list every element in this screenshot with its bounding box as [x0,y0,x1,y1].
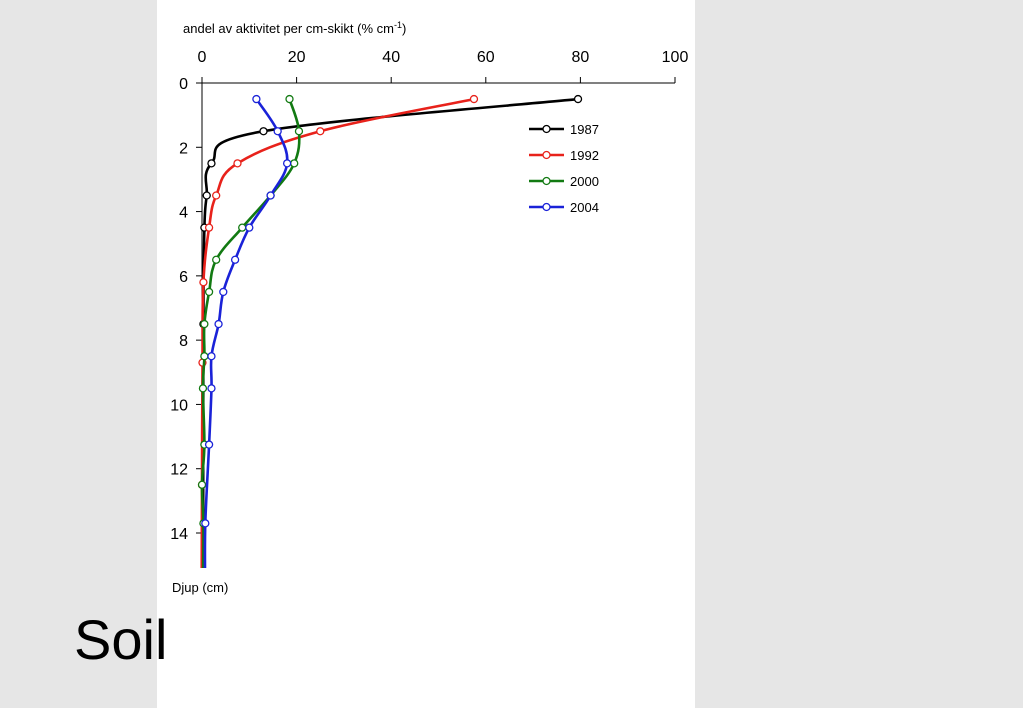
legend: 1987 1992 2000 2004 [529,122,599,215]
y-tick-label: 0 [179,76,188,93]
data-point [573,94,583,104]
data-point [212,255,221,264]
data-point [259,127,268,136]
data-point [197,480,207,489]
data-point [219,287,228,297]
y-tick-label: 8 [179,333,188,350]
data-point [266,191,275,200]
data-point [207,384,216,393]
data-point [285,94,294,104]
legend-item: 1987 [529,122,599,137]
data-point [201,519,210,528]
data-point [252,94,261,104]
data-point [233,159,242,168]
legend-item: 1992 [529,148,599,163]
series-line [200,97,475,568]
legend-marker [542,176,551,186]
x-tick-label: 0 [198,49,207,66]
data-point [273,127,282,136]
legend-label: 2004 [570,200,599,215]
series-line [203,98,289,568]
data-point [230,255,240,264]
data-point [200,352,209,361]
data-point [207,352,216,361]
legend-marker [542,150,551,160]
data-point [290,159,299,168]
y-tick-label: 14 [170,526,188,543]
slide-title: Soil [74,608,168,671]
x-tick-label: 80 [572,49,590,66]
axes: 0 20 40 60 80 100 0 2 4 6 8 10 12 14 [170,49,688,568]
x-tick-label: 60 [477,49,495,66]
data-point [282,159,292,168]
x-axis-title: andel av aktivitet per cm-skikt (% cm-1) [183,20,406,36]
data-point [204,223,214,232]
x-tick-label: 20 [288,49,306,66]
data-point [200,319,209,329]
y-tick-label: 10 [170,397,188,414]
y-tick-label: 12 [170,462,188,479]
legend-marker [542,202,551,212]
data-point [245,223,254,232]
data-point [198,384,208,393]
legend-item: 2004 [529,200,599,215]
y-tick-label: 2 [179,140,188,157]
y-tick-label: 6 [179,269,188,286]
data-point [238,223,247,232]
legend-label: 1992 [570,148,599,163]
series-layer [197,94,583,568]
data-point [469,94,479,104]
series-2004 [201,94,292,568]
data-point [316,127,325,136]
data-point [294,127,304,136]
data-point [204,440,214,449]
series-1987 [199,94,583,568]
y-tick-label: 4 [179,205,188,222]
x-tick-label: 100 [662,49,689,66]
series-2000 [197,94,304,568]
legend-label: 2000 [570,174,599,189]
legend-label: 1987 [570,122,599,137]
y-axis-title: Djup (cm) [172,580,228,595]
x-tick-label: 40 [382,49,400,66]
data-point [207,159,216,168]
data-point [204,287,214,297]
data-point [199,278,208,287]
data-point [212,191,221,200]
data-point [214,319,223,329]
legend-item: 2000 [529,174,599,189]
chart-panel [157,0,695,708]
series-line [201,97,579,568]
data-point [202,191,211,200]
series-1992 [197,94,479,568]
legend-marker [542,124,551,134]
